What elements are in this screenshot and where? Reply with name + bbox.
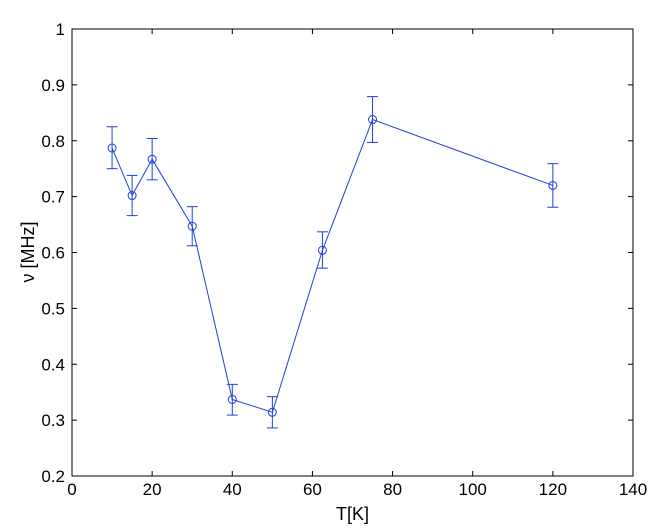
y-tick-label: 1 (56, 20, 65, 39)
x-tick-label: 40 (223, 480, 242, 499)
error-bar (266, 396, 278, 429)
y-tick-label: 0.9 (41, 76, 65, 95)
error-bar (186, 206, 198, 247)
error-bar (106, 126, 118, 170)
plot-frame (71, 28, 634, 477)
data-point (548, 180, 558, 190)
x-axis-title: T[K] (336, 504, 369, 524)
error-bar (367, 96, 379, 143)
x-tick-label: 0 (67, 480, 76, 499)
data-point (187, 221, 197, 231)
error-bar (146, 138, 158, 181)
y-tick-label: 0.5 (41, 299, 65, 318)
plot-area (72, 29, 633, 476)
x-tick-label: 100 (459, 480, 487, 499)
error-bar (547, 163, 559, 208)
y-tick-label: 0.7 (41, 188, 65, 207)
x-tick-label: 20 (143, 480, 162, 499)
error-bar (126, 174, 138, 217)
data-point (267, 407, 277, 417)
y-tick-label: 0.8 (41, 132, 65, 151)
data-point (317, 245, 327, 255)
tick-labels: 0 20 40 60 80 100 120 140 0.2 0.3 0.4 0.5 0.6 0.7 0.8 0… (41, 20, 647, 499)
x-tick-label: 80 (383, 480, 402, 499)
x-tick-label: 120 (539, 480, 567, 499)
data-point (127, 191, 137, 201)
y-axis-title: ν [MHz] (18, 222, 38, 283)
y-tick-label: 0.4 (41, 355, 65, 374)
error-bar (316, 231, 328, 269)
series-layer (106, 96, 559, 429)
data-point (147, 154, 157, 164)
x-tick-label: 60 (303, 480, 322, 499)
error-bar (226, 383, 238, 416)
y-tick-label: 0.2 (41, 467, 65, 486)
x-tick-label: 140 (619, 480, 647, 499)
data-point (107, 143, 117, 153)
y-tick-label: 0.3 (41, 411, 65, 430)
data-point (368, 115, 378, 125)
data-point (227, 394, 237, 404)
y-tick-label: 0.6 (41, 244, 65, 263)
